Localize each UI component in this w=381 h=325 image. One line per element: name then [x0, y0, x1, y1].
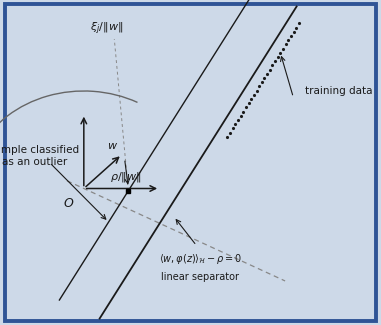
- Text: $\rho/\|w\|$: $\rho/\|w\|$: [110, 170, 141, 184]
- Text: training data: training data: [305, 86, 372, 96]
- FancyBboxPatch shape: [5, 4, 376, 321]
- Text: $\langle w, \varphi(z)\rangle_{\mathcal{H}} - \rho = 0$: $\langle w, \varphi(z)\rangle_{\mathcal{…: [158, 252, 242, 266]
- Text: linear separator: linear separator: [162, 272, 239, 282]
- Text: $O$: $O$: [63, 197, 74, 210]
- Text: sample classified
as an outlier: sample classified as an outlier: [0, 145, 79, 167]
- Text: $\xi_j/\|w\|$: $\xi_j/\|w\|$: [90, 21, 123, 37]
- Text: $w$: $w$: [107, 141, 118, 151]
